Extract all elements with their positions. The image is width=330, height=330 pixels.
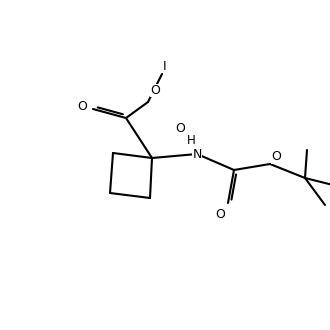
Text: O: O (175, 121, 185, 135)
Text: N: N (192, 148, 202, 160)
Text: O: O (215, 208, 225, 220)
Text: I: I (163, 60, 167, 74)
Text: O: O (150, 83, 160, 96)
Text: O: O (77, 100, 87, 113)
Text: O: O (271, 150, 281, 163)
Text: H: H (187, 134, 195, 147)
